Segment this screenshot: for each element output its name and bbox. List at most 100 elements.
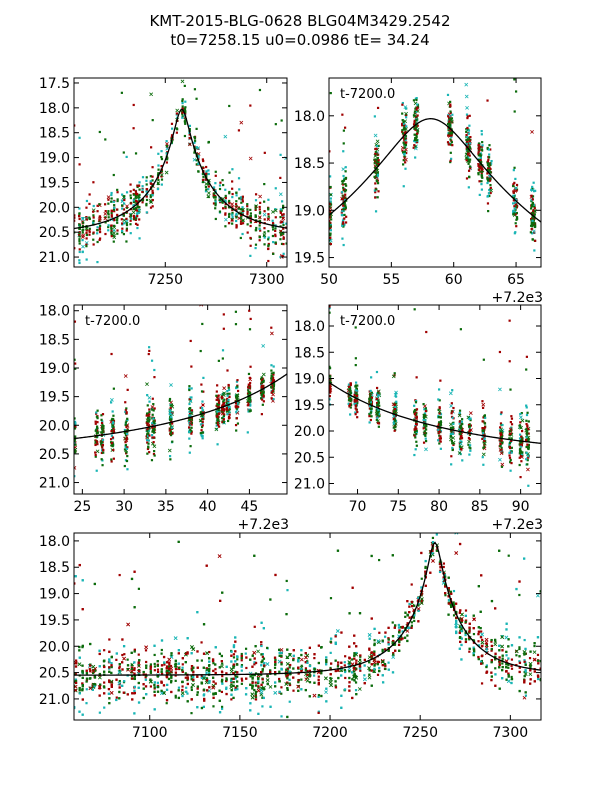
data-point	[377, 400, 380, 403]
data-point	[451, 442, 454, 445]
data-point	[204, 185, 208, 189]
data-point	[466, 116, 469, 120]
data-point	[129, 196, 132, 200]
data-point	[273, 666, 277, 669]
data-point	[477, 173, 480, 176]
data-point	[480, 169, 484, 172]
data-point	[520, 435, 523, 438]
data-point-x	[493, 642, 498, 647]
data-point	[279, 215, 282, 219]
data-point	[153, 662, 156, 666]
data-point	[501, 431, 504, 434]
data-point	[118, 679, 121, 683]
data-point	[150, 407, 154, 410]
data-point	[417, 508, 419, 510]
data-point	[146, 427, 149, 430]
data-point	[74, 247, 76, 250]
data-point	[467, 162, 470, 165]
data-point	[129, 183, 132, 186]
data-point	[376, 106, 380, 110]
data-point	[235, 215, 238, 218]
data-point	[235, 411, 238, 414]
data-point	[533, 249, 536, 252]
data-point	[439, 416, 442, 419]
data-point	[368, 412, 371, 416]
data-point-x	[375, 419, 380, 423]
data-point	[200, 641, 203, 644]
data-point	[217, 425, 221, 428]
data-point	[280, 220, 284, 223]
data-point	[115, 696, 118, 699]
data-point	[110, 229, 113, 232]
data-point	[529, 207, 533, 210]
data-point	[214, 170, 217, 173]
data-point	[222, 420, 226, 423]
data-point	[227, 386, 230, 389]
data-point	[136, 215, 139, 218]
data-point	[518, 463, 521, 467]
panel-1-points	[74, 79, 287, 265]
data-point	[370, 391, 373, 394]
data-point	[510, 437, 513, 440]
data-point	[282, 227, 285, 230]
data-point	[151, 426, 154, 429]
data-point	[334, 684, 337, 687]
data-point	[222, 411, 225, 414]
data-point-x	[80, 235, 85, 239]
data-point	[393, 419, 397, 422]
data-point	[424, 488, 426, 490]
y-tick-label: 18.5	[294, 345, 325, 361]
data-point	[469, 135, 472, 139]
data-point	[458, 433, 461, 436]
data-point	[228, 104, 231, 108]
y-tick-label: 20.0	[294, 424, 325, 440]
data-point	[285, 222, 287, 225]
data-point	[249, 224, 252, 228]
data-point	[488, 144, 491, 147]
data-point	[123, 431, 127, 434]
data-point	[416, 103, 419, 106]
data-point	[230, 698, 233, 701]
data-point	[168, 429, 171, 432]
data-point-x	[196, 146, 201, 151]
data-point	[125, 459, 129, 463]
data-point	[477, 146, 480, 150]
data-point	[214, 207, 217, 210]
data-point	[205, 174, 208, 177]
data-point	[329, 597, 333, 600]
data-point	[126, 468, 129, 471]
data-point	[112, 414, 115, 417]
data-point-x	[257, 215, 262, 220]
data-point	[138, 218, 141, 221]
data-point	[171, 432, 174, 435]
data-point	[201, 431, 204, 434]
data-point	[342, 204, 345, 207]
data-point	[509, 388, 512, 391]
data-point	[467, 150, 470, 153]
data-point	[526, 411, 529, 414]
data-point	[355, 389, 358, 392]
data-point	[375, 179, 378, 182]
data-point	[271, 296, 273, 298]
data-point	[184, 122, 187, 125]
data-point	[377, 660, 381, 664]
data-point	[96, 421, 99, 424]
data-point	[533, 205, 536, 208]
data-point	[392, 411, 396, 414]
data-point	[188, 388, 191, 392]
data-point	[317, 675, 320, 678]
data-point	[467, 129, 471, 132]
data-point	[341, 224, 344, 227]
data-point-x	[404, 111, 408, 116]
data-point	[237, 129, 241, 132]
data-point	[163, 663, 166, 666]
data-point	[515, 216, 519, 219]
data-point	[413, 127, 416, 130]
data-point	[92, 214, 95, 217]
data-point	[375, 370, 379, 374]
data-point	[85, 229, 88, 232]
data-point	[330, 46, 332, 48]
data-point	[423, 430, 426, 433]
data-point	[270, 326, 273, 329]
data-point	[195, 127, 198, 130]
